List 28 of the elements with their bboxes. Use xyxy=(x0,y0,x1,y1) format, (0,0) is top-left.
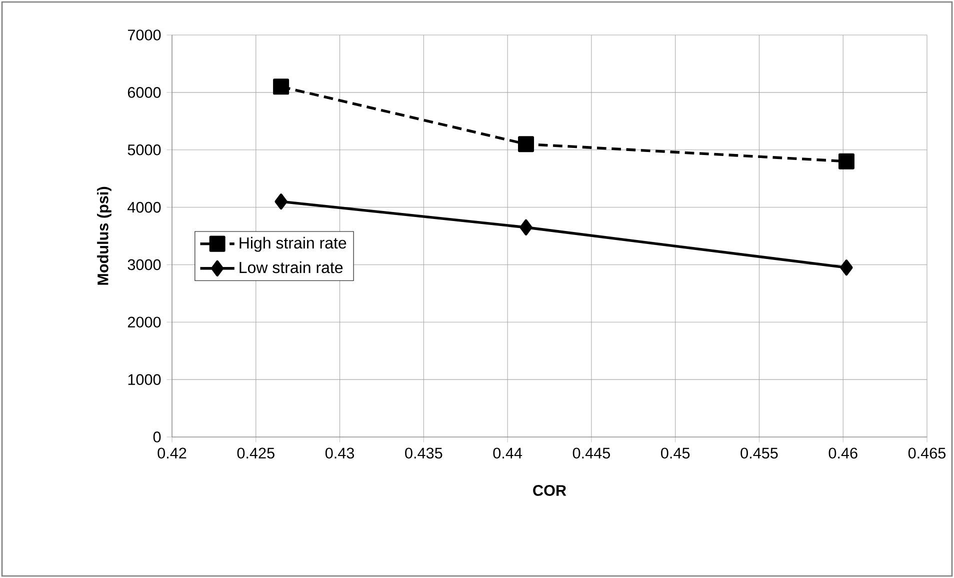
x-axis-title: COR xyxy=(533,485,566,496)
y-tick-label: 6000 xyxy=(128,86,161,98)
y-tick-label: 7000 xyxy=(128,30,161,40)
y-tick-label: 5000 xyxy=(128,144,161,156)
y-tick-label: 0 xyxy=(153,432,161,442)
x-tick-label: 0.43 xyxy=(325,448,354,459)
x-tick-label: 0.445 xyxy=(572,448,610,459)
y-tick-label: 3000 xyxy=(128,259,161,270)
x-tick-label: 0.465 xyxy=(908,448,946,459)
x-tick-label: 0.455 xyxy=(740,448,778,459)
x-tick-label: 0.425 xyxy=(237,448,274,459)
y-tick-label: 2000 xyxy=(128,316,161,328)
point xyxy=(520,219,532,236)
x-tick-label: 0.46 xyxy=(828,448,858,459)
y-tick-label: 4000 xyxy=(128,202,161,213)
x-tick-label: 0.42 xyxy=(158,448,186,459)
point xyxy=(840,260,853,276)
y-axis-title: Modulus (psi) xyxy=(97,186,112,285)
legend-label: Low strain rate xyxy=(240,261,343,274)
point xyxy=(518,136,534,152)
x-tick-label: 0.44 xyxy=(493,448,522,459)
point xyxy=(838,153,854,170)
legend-label: High strain rate xyxy=(240,236,346,252)
point xyxy=(273,78,290,95)
x-tick-label: 0.45 xyxy=(661,448,690,459)
y-tick-label: 1000 xyxy=(128,374,161,385)
x-tick-label: 0.435 xyxy=(405,448,442,459)
point xyxy=(274,194,288,210)
